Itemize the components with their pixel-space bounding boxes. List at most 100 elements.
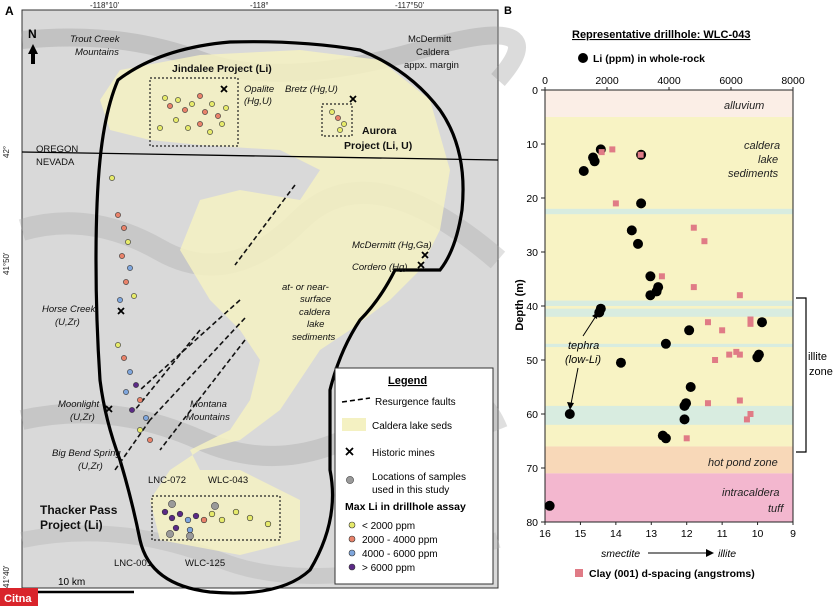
label-mcdermitt-3: appx. margin: [404, 60, 459, 71]
smectite-illite-axis-note: smectite illite: [601, 548, 736, 560]
clay-point-14: [726, 351, 733, 358]
li-point-15: [684, 325, 695, 336]
clay-point-4: [690, 224, 697, 231]
clay-point-12: [719, 327, 726, 334]
label-moon-2: (U,Zr): [70, 412, 95, 423]
clay-point-20: [743, 416, 750, 423]
li-legend-marker: [578, 53, 588, 63]
li-point-6: [626, 225, 637, 236]
label-bretz: Bretz (Hg,U): [285, 84, 338, 95]
legend-faults: Resurgence faults: [375, 397, 456, 408]
clay-point-8: [736, 292, 743, 299]
sample-locations: [166, 500, 219, 540]
li-point-27: [544, 500, 555, 511]
illite-zone-label-2: zone: [809, 366, 833, 378]
aurora-project-box: [321, 103, 353, 137]
legend-mines: Historic mines: [372, 448, 435, 459]
legend-bin-2: 2000 - 4000 ppm: [362, 535, 438, 546]
li-legend-label: Li (ppm) in whole-rock: [593, 53, 705, 65]
label-aurora-2: Project (Li, U): [344, 140, 412, 152]
x-bottom-tick-label-7: 9: [790, 528, 796, 540]
clay-point-15: [736, 351, 743, 358]
label-mcdermitt-2: Caldera: [416, 47, 450, 58]
x-top-tick-label-3: 6000: [719, 75, 743, 87]
label-montana-1: Montana: [190, 399, 227, 410]
label-cordero: Cordero (Hg): [352, 262, 407, 273]
label-horse-1: Horse Creek: [42, 304, 97, 315]
lat-tick-3: 41°40': [2, 565, 11, 588]
x-bottom-tick-label-5: 11: [717, 528, 728, 540]
tephra-annotation: tephra (low-Li): [565, 312, 601, 410]
label-lake-5: sediments: [292, 332, 336, 343]
label-montana-2: Mountains: [186, 412, 230, 423]
y-tick-label-1: 10: [526, 139, 538, 151]
y-tick-label-0: 0: [532, 85, 538, 97]
clay-point-2: [637, 151, 644, 158]
label-horse-2: (U,Zr): [55, 317, 80, 328]
y-tick-label-7: 70: [526, 463, 538, 475]
zone-tuff-label-2: tuff: [768, 503, 784, 515]
panel-b-drillhole: B Representative drillhole: WLC-043 Li (…: [504, 5, 833, 580]
label-lake-3: caldera: [299, 307, 330, 318]
legend-title: Legend: [388, 375, 427, 387]
illite-label: illite: [718, 548, 736, 560]
label-lnc001: LNC-001: [114, 558, 152, 569]
x-bottom-tick-label-2: 14: [610, 528, 622, 540]
li-point-7: [633, 238, 643, 249]
illite-zone-bracket: illite zone: [796, 297, 833, 453]
label-moon-1: Moonlight: [58, 399, 100, 410]
zone-band-2: [545, 446, 793, 474]
clay-point-5: [701, 238, 708, 245]
y-tick-label-8: 80: [526, 517, 538, 529]
x-bottom-tick-label-6: 10: [752, 528, 764, 540]
label-jindalee: Jindalee Project (Li): [172, 63, 272, 75]
clay-point-18: [704, 400, 711, 407]
caldera-margin: [94, 40, 465, 595]
li-point-16: [660, 338, 671, 349]
caldera-lake-sediments: [100, 50, 450, 555]
y-tick-label-4: 40: [526, 301, 538, 313]
tephra-label-1: tephra: [568, 340, 599, 352]
scale-label: 10 km: [58, 577, 85, 588]
x-top-tick-label-4: 8000: [781, 75, 805, 87]
li-point-14: [757, 317, 767, 328]
panel-a-letter: A: [5, 4, 14, 18]
tephra-band-2: [545, 308, 793, 317]
thacker-pass-project-box: [151, 495, 281, 541]
legend-bin-1: < 2000 ppm: [362, 521, 415, 532]
li-point-3: [589, 156, 600, 167]
label-trout-creek-1: Trout Creek: [70, 34, 121, 45]
clay-point-19: [747, 411, 754, 417]
clay-point-21: [683, 435, 690, 442]
y-tick-label-5: 50: [526, 355, 538, 367]
li-point-8: [645, 271, 656, 282]
label-lake-1: at- or near-: [282, 282, 329, 293]
x-top-tick-label-2: 4000: [657, 75, 681, 87]
legend-samples-2: used in this study: [372, 485, 449, 496]
panel-b-letter: B: [504, 5, 512, 17]
legend-seds: Caldera lake seds: [372, 421, 452, 432]
y-tick-label-6: 60: [526, 409, 538, 421]
label-opalite-2: (Hg,U): [244, 96, 272, 107]
x-bottom-tick-label-0: 16: [539, 528, 551, 540]
north-arrow: N: [28, 27, 38, 64]
lon-tick-1: -118°10': [90, 1, 120, 10]
lat-tick-2: 41°50': [2, 252, 11, 275]
zone-caldera-label-1: caldera: [744, 140, 780, 152]
data-points: [544, 144, 767, 511]
clay-point-0: [609, 146, 616, 153]
label-lake-4: lake: [307, 319, 324, 330]
legend-samples-1: Locations of samples: [372, 472, 466, 483]
label-wlc043: WLC-043: [208, 475, 248, 486]
li-point-11: [645, 290, 656, 301]
li-point-4: [578, 166, 589, 176]
watermark-label: Citna: [4, 593, 32, 605]
clay-point-16: [712, 357, 719, 363]
clay-point-9: [747, 316, 754, 323]
lat-tick-1: 42°: [2, 146, 11, 158]
illite-zone-label-1: illite: [808, 351, 827, 363]
zone-hotpond-label: hot pond zone: [708, 457, 778, 469]
smectite-label: smectite: [601, 548, 640, 560]
x-bottom-tick-label-3: 13: [645, 528, 657, 540]
li-point-13: [594, 307, 605, 318]
